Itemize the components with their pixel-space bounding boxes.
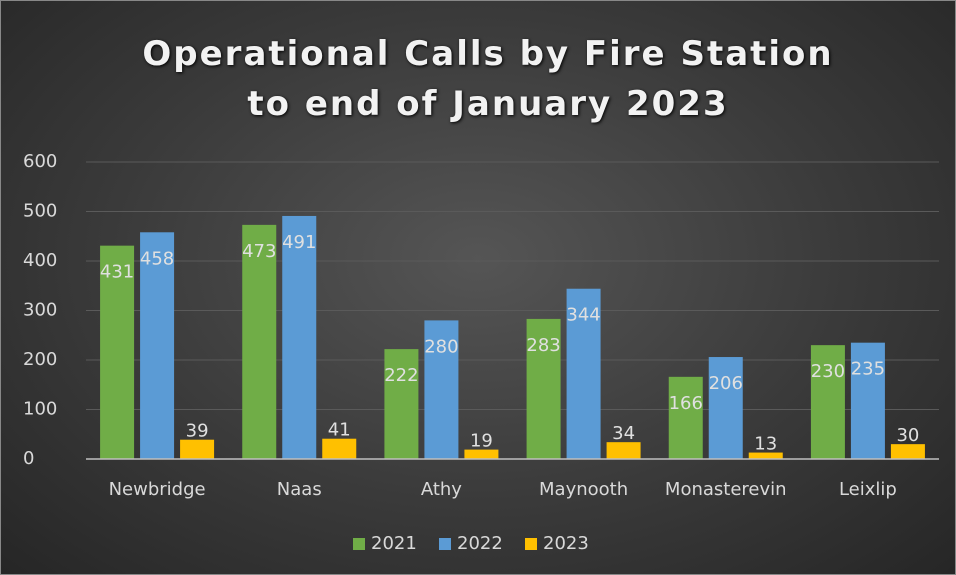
bar: [810, 345, 845, 459]
data-label: 431: [100, 262, 134, 283]
bar: [464, 449, 499, 459]
bar: [850, 342, 885, 459]
data-label: 166: [669, 393, 703, 414]
y-tick-label: 0: [23, 448, 34, 469]
x-tick-label: Naas: [277, 479, 322, 500]
data-label: 13: [754, 434, 777, 455]
data-label: 491: [282, 232, 316, 253]
y-tick-label: 300: [23, 300, 57, 321]
data-label: 280: [424, 336, 458, 357]
data-label: 230: [811, 361, 845, 382]
data-label: 283: [526, 335, 560, 356]
data-label: 458: [140, 248, 174, 269]
y-tick-label: 600: [23, 151, 57, 172]
data-label: 222: [384, 365, 418, 386]
data-label: 473: [242, 241, 276, 262]
bar: [322, 438, 357, 459]
chart-title: Operational Calls by Fire Station to end…: [142, 34, 834, 124]
bar: [180, 439, 215, 459]
legend-swatch: [439, 538, 451, 550]
legend-swatch: [353, 538, 365, 550]
bar: [384, 349, 419, 459]
bar: [566, 288, 601, 459]
bar: [100, 245, 135, 459]
data-label: 19: [470, 431, 493, 452]
bar: [140, 232, 175, 459]
data-label: 41: [328, 420, 351, 441]
data-label: 39: [186, 421, 209, 442]
bar: [526, 318, 561, 459]
bar: [890, 444, 925, 459]
data-label: 206: [709, 373, 743, 394]
data-label: 30: [896, 425, 919, 446]
data-label: 344: [566, 305, 600, 326]
y-tick-label: 100: [23, 399, 57, 420]
data-label: 34: [612, 423, 635, 444]
y-tick-label: 500: [23, 201, 57, 222]
bar: [282, 215, 317, 459]
x-tick-label: Athy: [421, 479, 462, 500]
bar: [242, 224, 277, 459]
x-tick-label: Maynooth: [539, 479, 628, 500]
bar: [424, 320, 459, 459]
bar: [606, 442, 641, 459]
legend-label: 2023: [543, 533, 589, 554]
legend-label: 2022: [457, 533, 503, 554]
bar: [668, 376, 703, 459]
x-tick-label: Newbridge: [109, 479, 206, 500]
bar: [748, 452, 783, 459]
data-label: 235: [851, 359, 885, 380]
y-tick-label: 400: [23, 250, 57, 271]
x-tick-label: Monasterevin: [665, 479, 787, 500]
legend-label: 2021: [371, 533, 417, 554]
legend-swatch: [525, 538, 537, 550]
x-tick-label: Leixlip: [839, 479, 897, 500]
y-tick-label: 200: [23, 349, 57, 370]
bar: [708, 357, 743, 459]
